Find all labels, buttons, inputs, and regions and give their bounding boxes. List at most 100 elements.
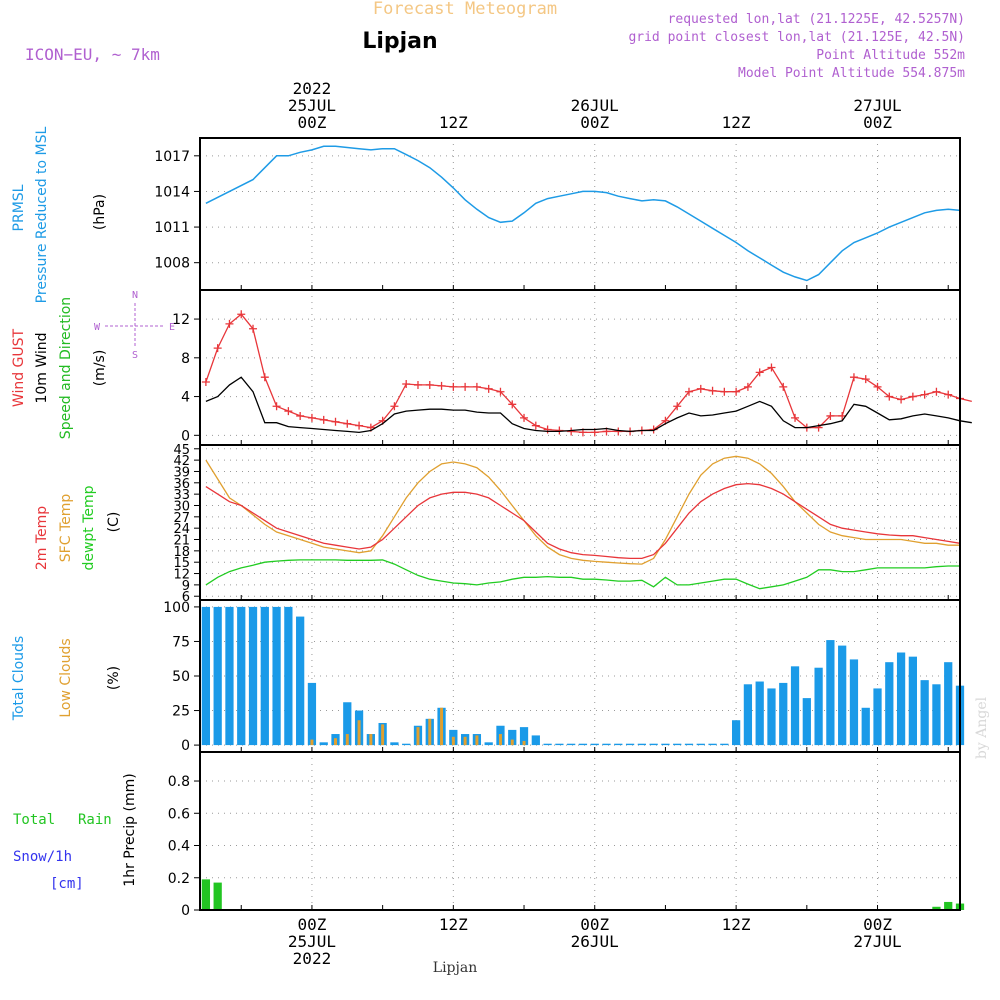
total-cloud-bar — [908, 656, 917, 746]
top-time-label: 00Z — [863, 113, 892, 132]
y-tick-label: 0 — [181, 903, 190, 919]
gust-marker — [284, 407, 293, 416]
gust-marker — [920, 390, 929, 399]
gust-marker — [449, 382, 458, 391]
total-cloud-bar — [767, 688, 776, 746]
bottom-time-label: 27JUL — [853, 932, 901, 951]
total-cloud-bar — [567, 743, 576, 746]
low-cloud-bar — [381, 724, 385, 746]
low-cloud-bar — [498, 734, 502, 746]
total-cloud-bar — [920, 680, 929, 746]
top-time-label: 2022 — [293, 79, 332, 98]
dewpt-line — [205, 559, 960, 590]
gust-marker — [743, 382, 752, 391]
y-tick-label: 50 — [172, 669, 190, 685]
total-cloud-bar — [272, 606, 281, 746]
gust-marker — [732, 387, 741, 396]
gust-marker — [260, 373, 269, 382]
total-cloud-bar — [625, 743, 635, 746]
panel-wind: 0 4 8 12 — [172, 290, 972, 445]
temp-dewpt-label: dewpt Temp — [81, 485, 97, 570]
gust-marker — [390, 402, 399, 411]
gust-marker — [555, 426, 564, 435]
gust-marker — [708, 386, 717, 395]
grid-coords: grid point closest lon,lat (21.125E, 42.… — [628, 30, 965, 45]
rain-label: Rain — [78, 812, 112, 828]
gust-marker — [496, 387, 505, 396]
sfc-temp-line — [205, 455, 960, 565]
total-cloud-bar — [508, 729, 517, 746]
y-tick-label: 12 — [172, 312, 190, 328]
bottom-time-label: 2022 — [293, 949, 332, 968]
total-cloud-bar — [814, 667, 823, 746]
total-cloud-bar — [284, 606, 293, 746]
top-time-label: 12Z — [439, 113, 468, 132]
y-tick-label: 1011 — [154, 220, 190, 236]
total-cloud-bar — [708, 743, 717, 746]
wind-unit: (m/s) — [92, 350, 108, 387]
y-tick-label: 0.8 — [168, 774, 190, 790]
gust-marker — [720, 387, 729, 396]
gust-marker — [897, 395, 906, 404]
gust-marker — [237, 310, 246, 319]
total-cloud-bar — [779, 682, 788, 746]
total-cloud-bar — [885, 662, 894, 746]
wind-line — [205, 376, 972, 434]
total-cloud-bar — [319, 742, 328, 746]
low-cloud-bar — [334, 738, 337, 746]
total-cloud-bar — [755, 681, 764, 746]
total-cloud-bar — [543, 743, 552, 746]
model-altitude: Model Point Altitude 554.875m — [738, 66, 965, 81]
rain-bar — [944, 901, 953, 910]
gust-marker — [331, 417, 340, 426]
snow-label: Snow/1h — [13, 849, 72, 865]
total-cloud-bar — [838, 645, 847, 746]
precip-labels: Total Rain Snow/1h [cm] 1hr Precip (mm) — [13, 773, 138, 892]
y-tick-label: 1017 — [154, 149, 190, 165]
gust-marker — [425, 380, 434, 389]
y-tick-label: 33 — [173, 488, 190, 503]
gust-marker — [684, 387, 693, 396]
gust-marker — [508, 400, 517, 409]
y-tick-label: 25 — [172, 704, 190, 720]
panel-prmsl: 1008 1011 1014 1017 — [154, 138, 961, 290]
clouds-unit: (%) — [106, 666, 122, 690]
panel-1hr-precip: 0 0.2 0.4 0.6 0.8 — [168, 752, 965, 919]
total-cloud-bar — [260, 606, 269, 746]
wind-10m-label: 10m Wind — [34, 332, 50, 403]
total-cloud-bar — [296, 616, 305, 746]
gust-marker — [413, 380, 422, 389]
y-tick-label: 0.2 — [168, 871, 190, 887]
compass-rose: N S W E — [94, 290, 175, 361]
temp-labels: 2m Temp SFC Temp dewpt Temp (C) — [34, 485, 122, 570]
gust-marker — [849, 373, 858, 382]
top-time-label: 27JUL — [853, 96, 901, 115]
pressure-msl-label: Pressure Reduced to MSL — [34, 126, 50, 303]
y-tick-label: 8 — [181, 351, 190, 367]
gust-marker — [873, 382, 882, 391]
y-tick-label: 15 — [173, 556, 190, 571]
wind-gust-label: Wind GUST — [11, 328, 27, 407]
total-cloud-bar — [484, 742, 493, 746]
total-cloud-bar — [248, 606, 258, 746]
compass-east: E — [169, 322, 175, 333]
temp-2m-label: 2m Temp — [34, 506, 50, 570]
gust-marker — [531, 421, 540, 430]
y-tick-label: 100 — [163, 600, 190, 616]
rain-bar — [201, 879, 211, 910]
point-altitude: Point Altitude 552m — [816, 48, 965, 63]
y-tick-label: 24 — [173, 522, 190, 537]
gust-marker — [437, 381, 446, 390]
top-time-label: 25JUL — [288, 96, 336, 115]
gust-marker — [814, 423, 823, 432]
low-clouds-label: Low Clouds — [58, 638, 74, 717]
top-time-label: 12Z — [722, 113, 751, 132]
y-tick-label: 45 — [173, 443, 190, 458]
gust-marker — [307, 413, 316, 422]
gust-marker — [696, 384, 705, 393]
total-cloud-bar — [590, 743, 599, 746]
location-title: Lipjan — [362, 29, 437, 54]
low-cloud-bar — [510, 739, 514, 746]
total-cloud-bar — [225, 606, 234, 746]
